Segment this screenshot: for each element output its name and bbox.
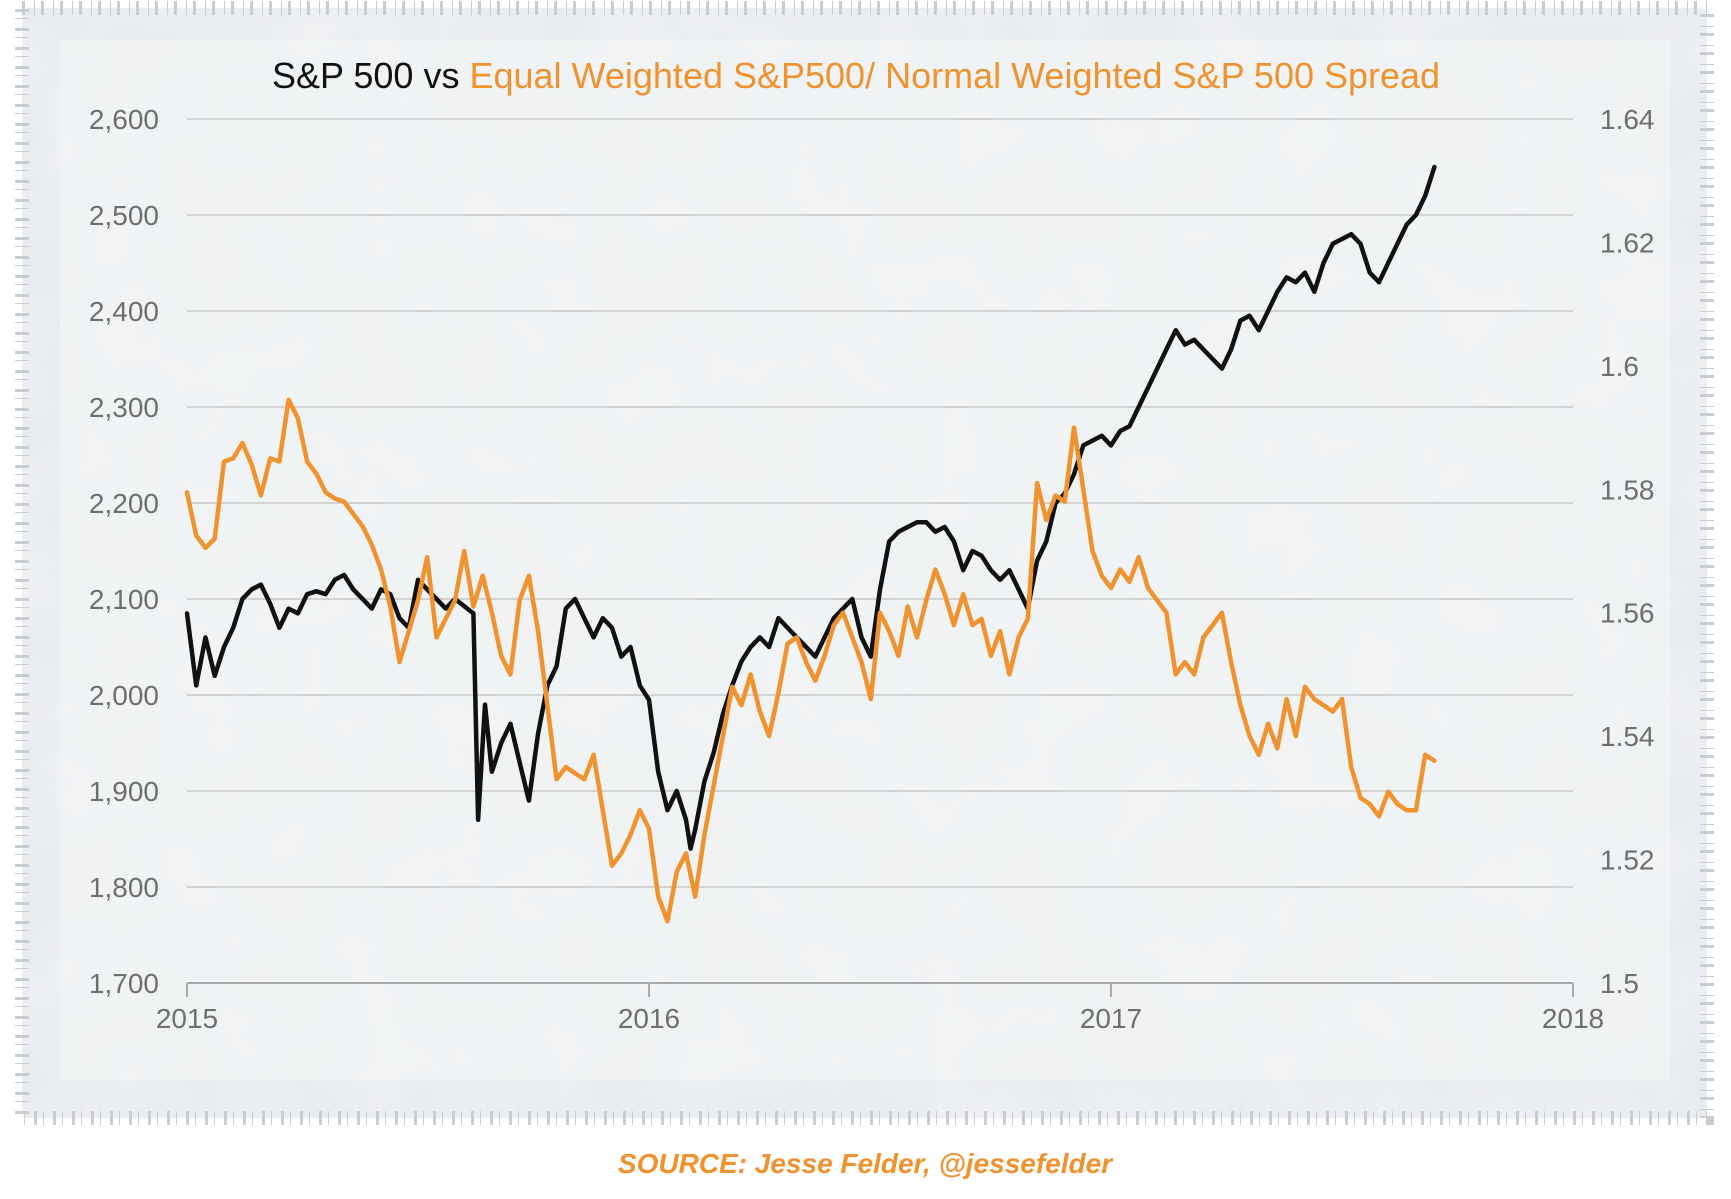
source-label: SOURCE: Jesse Felder, @jessefelder	[618, 1148, 1114, 1179]
left-tick-label: 1,700	[89, 968, 159, 999]
axes	[186, 982, 1574, 997]
x-tick-label: 2017	[1080, 1003, 1142, 1034]
left-tick-label: 2,400	[89, 296, 159, 327]
right-tick-label: 1.5	[1600, 968, 1639, 999]
left-tick-label: 2,600	[89, 104, 159, 135]
right-tick-label: 1.6	[1600, 351, 1639, 382]
left-tick-label: 1,900	[89, 776, 159, 807]
x-tick-label: 2018	[1542, 1003, 1604, 1034]
right-axis-ticks: 1.5 1.52 1.54 1.56 1.58 1.6 1.62 1.64	[1600, 104, 1655, 999]
series-line-spread	[184, 397, 1437, 924]
left-axis-ticks: 1,700 1,800 1,900 2,000 2,100 2,200 2,300 2,400…	[89, 104, 159, 999]
left-tick-label: 2,000	[89, 680, 159, 711]
right-tick-label: 1.62	[1600, 227, 1655, 258]
x-axis-ticks: 2015 2016 2017 2018	[156, 1003, 1604, 1034]
title-black-part: S&P 500 vs	[272, 55, 469, 96]
left-tick-label: 2,200	[89, 488, 159, 519]
left-tick-label: 2,300	[89, 392, 159, 423]
title-orange-part: Equal Weighted S&P500/ Normal Weighted S…	[469, 55, 1440, 96]
gridlines	[187, 118, 1573, 888]
x-tick-label: 2015	[156, 1003, 218, 1034]
left-tick-label: 2,100	[89, 584, 159, 615]
series	[184, 164, 1437, 924]
right-tick-label: 1.64	[1600, 104, 1655, 135]
right-tick-label: 1.54	[1600, 721, 1655, 752]
background-texture	[15, 1, 1714, 1125]
right-tick-label: 1.58	[1600, 474, 1655, 505]
right-tick-label: 1.56	[1600, 598, 1655, 629]
series-line-sp500	[184, 164, 1437, 851]
left-tick-label: 2,500	[89, 200, 159, 231]
right-tick-label: 1.52	[1600, 845, 1655, 876]
left-tick-label: 1,800	[89, 872, 159, 903]
chart-title: S&P 500 vs Equal Weighted S&P500/ Normal…	[272, 55, 1440, 96]
x-tick-label: 2016	[618, 1003, 680, 1034]
